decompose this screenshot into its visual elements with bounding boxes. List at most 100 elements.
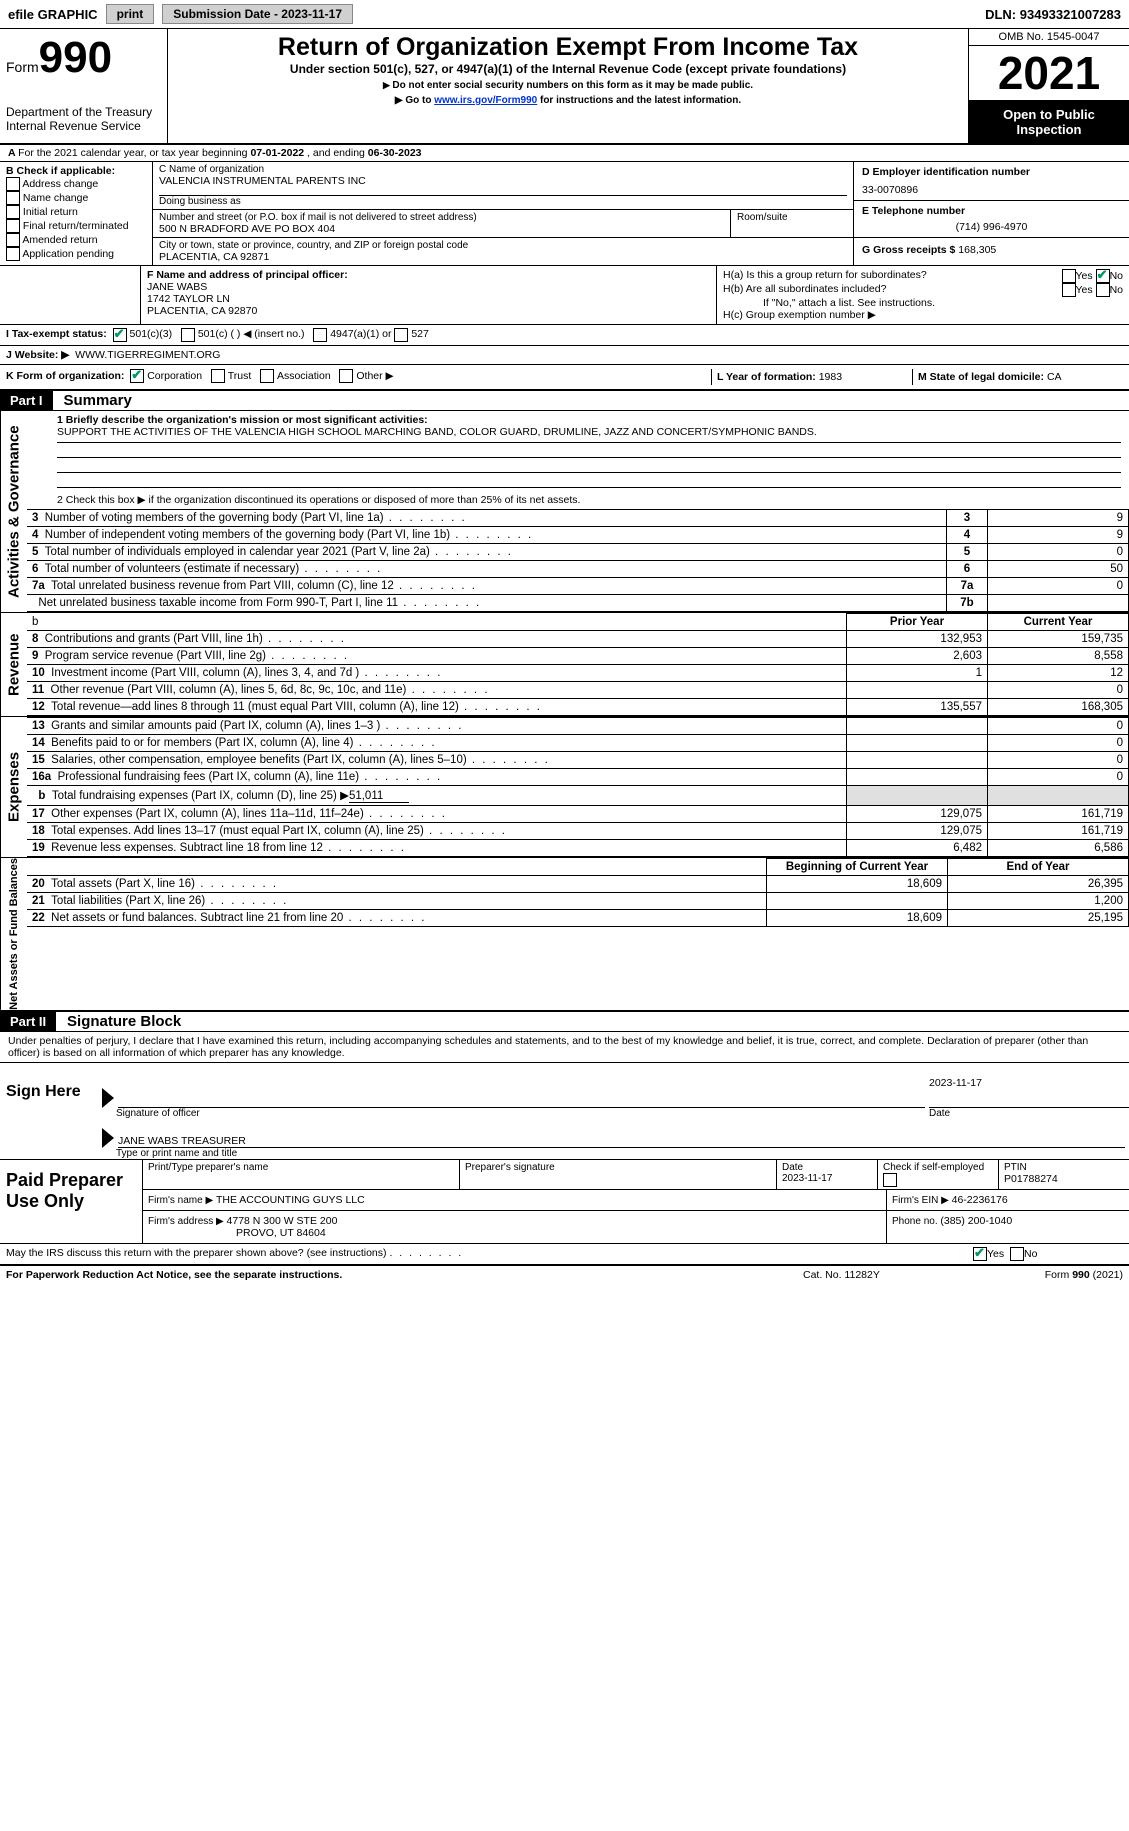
hb-label: H(b) Are all subordinates included? bbox=[723, 283, 1062, 297]
q1-label: 1 Briefly describe the organization's mi… bbox=[57, 414, 1121, 426]
org-name-label: C Name of organization bbox=[159, 164, 847, 175]
form-header: Form990 Department of the Treasury Inter… bbox=[0, 29, 1129, 145]
rev-hdr-py: Prior Year bbox=[847, 614, 988, 631]
topbar: efile GRAPHIC print Submission Date - 20… bbox=[0, 0, 1129, 29]
tax-status-label: I Tax-exempt status: bbox=[6, 328, 107, 342]
checkbox-ha-yes[interactable] bbox=[1062, 269, 1076, 283]
sig-arrow2-icon bbox=[102, 1128, 114, 1148]
checkbox-hb-yes[interactable] bbox=[1062, 283, 1076, 297]
opt-amended-return: Amended return bbox=[22, 234, 97, 246]
table-row: 17 Other expenses (Part IX, column (A), … bbox=[27, 806, 1129, 823]
checkbox-trust[interactable] bbox=[211, 369, 225, 383]
checkbox-501c[interactable] bbox=[181, 328, 195, 342]
net-table: Beginning of Current Year End of Year 20… bbox=[27, 858, 1129, 927]
officer-name-title: JANE WABS TREASURER bbox=[118, 1125, 1125, 1148]
table-row: 16a Professional fundraising fees (Part … bbox=[27, 769, 1129, 786]
activities-governance: Activities & Governance 1 Briefly descri… bbox=[0, 411, 1129, 613]
checkbox-assoc[interactable] bbox=[260, 369, 274, 383]
form-subtitle: Under section 501(c), 527, or 4947(a)(1)… bbox=[176, 62, 960, 76]
ha-yes: Yes bbox=[1076, 270, 1093, 282]
checkbox-discuss-yes[interactable] bbox=[973, 1247, 987, 1261]
checkbox-amended-return[interactable] bbox=[6, 233, 20, 247]
checkbox-address-change[interactable] bbox=[6, 177, 20, 191]
firm-name-label: Firm's name ▶ bbox=[148, 1195, 216, 1206]
paid-preparer-label: Paid Preparer Use Only bbox=[0, 1160, 142, 1243]
exp-b-t: Total fundraising expenses (Part IX, col… bbox=[52, 790, 349, 802]
footer: For Paperwork Reduction Act Notice, see … bbox=[0, 1266, 1129, 1284]
dba-label: Doing business as bbox=[159, 196, 847, 207]
exp-b-v: 51,011 bbox=[349, 790, 409, 803]
part1-header: Part I Summary bbox=[0, 391, 1129, 411]
side-expenses: Expenses bbox=[0, 717, 27, 857]
sig-date: 2023-11-17 bbox=[929, 1063, 1129, 1108]
checkbox-discuss-no[interactable] bbox=[1010, 1247, 1024, 1261]
checkbox-hb-no[interactable] bbox=[1096, 283, 1110, 297]
print-button[interactable]: print bbox=[106, 4, 155, 24]
ag-row: 5 Total number of individuals employed i… bbox=[27, 544, 1129, 561]
ag-row: 6 Total number of volunteers (estimate i… bbox=[27, 561, 1129, 578]
firm-addr2: PROVO, UT 84604 bbox=[148, 1227, 881, 1239]
box-f: F Name and address of principal officer:… bbox=[141, 266, 716, 324]
checkbox-4947[interactable] bbox=[313, 328, 327, 342]
expenses-table: 13 Grants and similar amounts paid (Part… bbox=[27, 717, 1129, 857]
part1-label: Part I bbox=[0, 391, 53, 410]
side-net: Net Assets or Fund Balances bbox=[0, 858, 27, 1010]
omb-number: OMB No. 1545-0047 bbox=[969, 29, 1129, 45]
firm-ein-label: Firm's EIN ▶ bbox=[892, 1195, 952, 1206]
checkbox-initial-return[interactable] bbox=[6, 205, 20, 219]
ag-table: 3 Number of voting members of the govern… bbox=[27, 509, 1129, 612]
city-value: PLACENTIA, CA 92871 bbox=[159, 251, 847, 263]
opt-corp: Corporation bbox=[147, 370, 202, 382]
checkbox-self-employed[interactable] bbox=[883, 1173, 897, 1187]
box-c: C Name of organization VALENCIA INSTRUME… bbox=[153, 162, 853, 265]
opt-527: 527 bbox=[411, 328, 429, 342]
footer-cat: Cat. No. 11282Y bbox=[803, 1269, 983, 1281]
officer-addr1: 1742 TAYLOR LN bbox=[147, 293, 710, 305]
state-label: M State of legal domicile: bbox=[918, 371, 1047, 383]
declaration: Under penalties of perjury, I declare th… bbox=[0, 1032, 1129, 1063]
self-employed-label: Check if self-employed bbox=[883, 1162, 984, 1173]
website-label: J Website: ▶ bbox=[6, 349, 69, 361]
checkbox-ha-no[interactable] bbox=[1096, 269, 1110, 283]
hb-no: No bbox=[1110, 284, 1123, 296]
phone-value: (714) 996-4970 bbox=[862, 221, 1121, 233]
street-value: 500 N BRADFORD AVE PO BOX 404 bbox=[159, 223, 724, 235]
note-ssn: Do not enter social security numbers on … bbox=[176, 80, 960, 91]
revenue-block: Revenue b Prior Year Current Year 8 Cont… bbox=[0, 613, 1129, 717]
checkbox-application-pending[interactable] bbox=[6, 247, 20, 261]
q2-text: 2 Check this box ▶ if the organization d… bbox=[57, 494, 580, 506]
revenue-table: b Prior Year Current Year 8 Contribution… bbox=[27, 613, 1129, 716]
opt-501c: 501(c) ( ) ◀ (insert no.) bbox=[198, 328, 305, 342]
opt-initial-return: Initial return bbox=[23, 206, 78, 218]
table-row: 9 Program service revenue (Part VIII, li… bbox=[27, 648, 1129, 665]
table-row: 11 Other revenue (Part VIII, column (A),… bbox=[27, 682, 1129, 699]
checkbox-final-return[interactable] bbox=[6, 219, 20, 233]
efile-label: efile GRAPHIC bbox=[8, 7, 98, 22]
year-formation-label: L Year of formation: bbox=[717, 371, 819, 383]
net-hdr-cy: End of Year bbox=[948, 859, 1129, 876]
checkbox-527[interactable] bbox=[394, 328, 408, 342]
hc-label: H(c) Group exemption number ▶ bbox=[723, 309, 1123, 321]
line-klm: K Form of organization: Corporation Trus… bbox=[0, 365, 1129, 391]
discuss-yes: Yes bbox=[987, 1248, 1004, 1260]
sig-arrow-icon bbox=[102, 1088, 114, 1108]
submission-date-button[interactable]: Submission Date - 2023-11-17 bbox=[162, 4, 353, 24]
entity-block: B Check if applicable: Address change Na… bbox=[0, 162, 1129, 266]
checkbox-name-change[interactable] bbox=[6, 191, 20, 205]
form-title: Return of Organization Exempt From Incom… bbox=[176, 33, 960, 62]
dln-value: 93493321007283 bbox=[1020, 7, 1121, 22]
footer-form: Form 990 (2021) bbox=[983, 1269, 1123, 1281]
irs-link[interactable]: www.irs.gov/Form990 bbox=[434, 95, 537, 106]
officer-group-block: F Name and address of principal officer:… bbox=[0, 266, 1129, 325]
hb-yes: Yes bbox=[1076, 284, 1093, 296]
sig-officer-label: Signature of officer bbox=[116, 1108, 929, 1119]
preparer-name-label: Print/Type preparer's name bbox=[148, 1162, 454, 1173]
preparer-date-label: Date bbox=[782, 1162, 803, 1173]
net-assets-block: Net Assets or Fund Balances Beginning of… bbox=[0, 858, 1129, 1012]
period-pre: For the 2021 calendar year, or tax year … bbox=[18, 147, 250, 159]
opt-assoc: Association bbox=[277, 370, 331, 382]
sign-here-label: Sign Here bbox=[0, 1063, 102, 1159]
checkbox-corp[interactable] bbox=[130, 369, 144, 383]
checkbox-501c3[interactable] bbox=[113, 328, 127, 342]
checkbox-other[interactable] bbox=[339, 369, 353, 383]
